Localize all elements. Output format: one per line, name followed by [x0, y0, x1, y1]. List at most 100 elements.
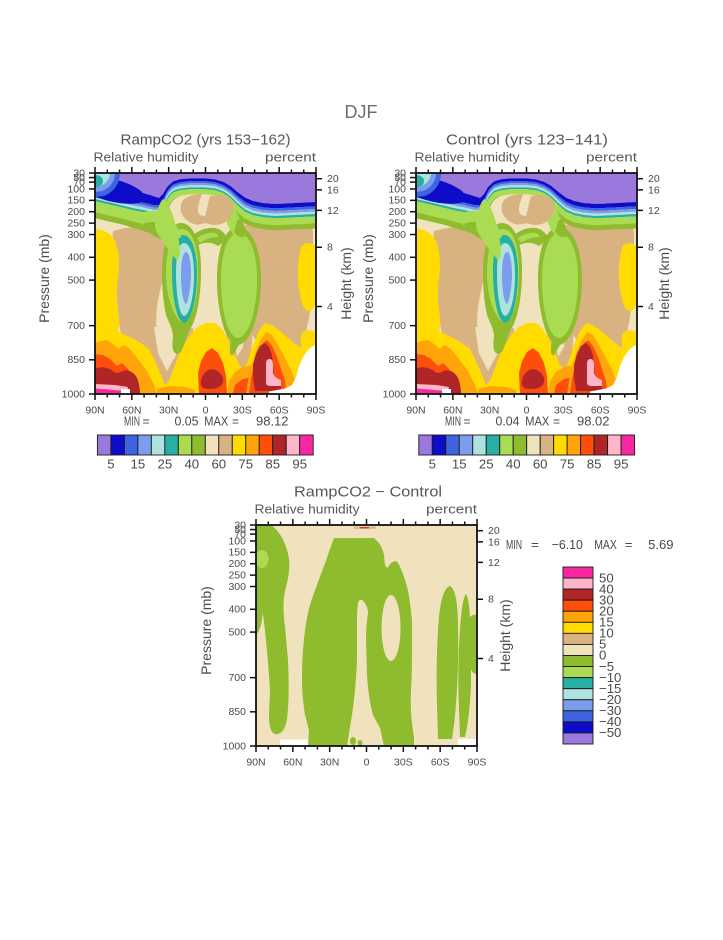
svg-text:30: 30 — [73, 167, 85, 179]
svg-text:20: 20 — [488, 525, 500, 537]
svg-text:percent: percent — [426, 502, 477, 517]
svg-text:70: 70 — [234, 529, 246, 541]
svg-text:Height (km): Height (km) — [338, 247, 354, 319]
svg-text:50: 50 — [394, 172, 406, 184]
svg-text:150: 150 — [228, 547, 246, 559]
svg-text:16: 16 — [327, 184, 339, 196]
svg-text:75: 75 — [560, 457, 575, 472]
svg-text:60: 60 — [211, 457, 226, 472]
svg-text:70: 70 — [394, 177, 406, 189]
svg-text:300: 300 — [388, 229, 406, 241]
svg-text:90N: 90N — [406, 405, 425, 417]
svg-text:60N: 60N — [283, 757, 302, 769]
svg-text:40: 40 — [506, 457, 521, 472]
svg-text:30: 30 — [599, 592, 614, 607]
svg-text:0: 0 — [599, 648, 606, 663]
svg-text:−30: −30 — [599, 703, 621, 718]
svg-text:MAX: MAX — [525, 414, 549, 429]
svg-text:=: = — [232, 414, 239, 429]
svg-text:0.05: 0.05 — [175, 414, 199, 429]
svg-text:250: 250 — [228, 570, 246, 582]
svg-text:400: 400 — [228, 604, 246, 616]
svg-text:Control (yrs 123−141): Control (yrs 123−141) — [446, 133, 608, 149]
svg-text:−10: −10 — [599, 670, 621, 685]
svg-text:1000: 1000 — [383, 388, 407, 400]
svg-text:4: 4 — [648, 301, 654, 313]
svg-text:=: = — [464, 414, 471, 429]
svg-text:700: 700 — [67, 320, 85, 332]
svg-text:400: 400 — [67, 252, 85, 264]
svg-text:30N: 30N — [320, 757, 339, 769]
svg-text:60N: 60N — [122, 405, 141, 417]
svg-text:=: = — [531, 537, 539, 552]
svg-text:5: 5 — [107, 457, 114, 472]
svg-text:RampCO2 (yrs 153−162): RampCO2 (yrs 153−162) — [121, 133, 291, 149]
svg-text:15: 15 — [131, 457, 146, 472]
svg-text:90S: 90S — [307, 405, 326, 417]
svg-text:500: 500 — [388, 274, 406, 286]
svg-text:90N: 90N — [246, 757, 265, 769]
svg-text:0.04: 0.04 — [496, 414, 520, 429]
svg-text:1000: 1000 — [62, 388, 86, 400]
svg-text:25: 25 — [158, 457, 173, 472]
svg-text:5: 5 — [599, 637, 606, 652]
svg-text:40: 40 — [184, 457, 199, 472]
svg-text:0: 0 — [524, 405, 530, 417]
svg-text:−6.10: −6.10 — [552, 537, 583, 552]
svg-text:Pressure (mb): Pressure (mb) — [360, 234, 376, 323]
svg-text:12: 12 — [648, 205, 660, 217]
svg-text:25: 25 — [479, 457, 494, 472]
svg-text:4: 4 — [488, 653, 494, 665]
svg-text:60S: 60S — [431, 757, 450, 769]
svg-text:30S: 30S — [554, 405, 573, 417]
svg-text:850: 850 — [67, 354, 85, 366]
svg-text:150: 150 — [388, 195, 406, 207]
svg-text:30S: 30S — [233, 405, 252, 417]
svg-text:40: 40 — [599, 581, 614, 596]
svg-text:5: 5 — [429, 457, 436, 472]
svg-text:90S: 90S — [468, 757, 487, 769]
svg-text:200: 200 — [388, 206, 406, 218]
svg-text:60N: 60N — [443, 405, 462, 417]
svg-text:30N: 30N — [480, 405, 499, 417]
svg-text:250: 250 — [388, 218, 406, 230]
svg-text:15: 15 — [452, 457, 467, 472]
svg-text:30: 30 — [394, 167, 406, 179]
svg-text:50: 50 — [599, 570, 614, 585]
svg-text:300: 300 — [67, 229, 85, 241]
svg-text:10: 10 — [599, 626, 614, 641]
svg-text:1000: 1000 — [223, 740, 247, 752]
svg-text:20: 20 — [599, 603, 614, 618]
svg-text:=: = — [625, 537, 633, 552]
svg-text:20: 20 — [327, 173, 339, 185]
svg-text:MIN: MIN — [124, 414, 140, 429]
svg-text:200: 200 — [67, 206, 85, 218]
svg-text:50: 50 — [234, 524, 246, 536]
svg-text:8: 8 — [327, 242, 333, 254]
svg-text:Height (km): Height (km) — [656, 247, 672, 319]
svg-text:20: 20 — [648, 173, 660, 185]
svg-text:60S: 60S — [270, 405, 289, 417]
svg-text:100: 100 — [388, 183, 406, 195]
svg-text:MAX: MAX — [204, 414, 228, 429]
svg-text:70: 70 — [73, 177, 85, 189]
svg-text:250: 250 — [67, 218, 85, 230]
svg-text:8: 8 — [488, 594, 494, 606]
svg-text:100: 100 — [67, 183, 85, 195]
svg-text:90S: 90S — [628, 405, 647, 417]
svg-text:=: = — [553, 414, 560, 429]
svg-text:−50: −50 — [599, 725, 621, 740]
svg-text:=: = — [143, 414, 150, 429]
svg-text:700: 700 — [228, 672, 246, 684]
svg-text:850: 850 — [228, 706, 246, 718]
svg-text:15: 15 — [599, 615, 614, 630]
svg-text:200: 200 — [228, 558, 246, 570]
svg-text:12: 12 — [488, 557, 500, 569]
svg-text:percent: percent — [586, 150, 637, 165]
svg-text:Height (km): Height (km) — [497, 599, 513, 671]
svg-text:−15: −15 — [599, 681, 621, 696]
svg-text:85: 85 — [587, 457, 602, 472]
svg-text:95: 95 — [292, 457, 307, 472]
svg-text:Pressure (mb): Pressure (mb) — [198, 586, 214, 675]
svg-text:850: 850 — [388, 354, 406, 366]
